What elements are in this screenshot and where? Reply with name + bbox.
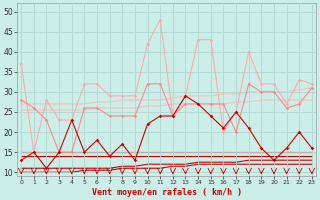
X-axis label: Vent moyen/en rafales ( km/h ): Vent moyen/en rafales ( km/h ) (92, 188, 242, 197)
